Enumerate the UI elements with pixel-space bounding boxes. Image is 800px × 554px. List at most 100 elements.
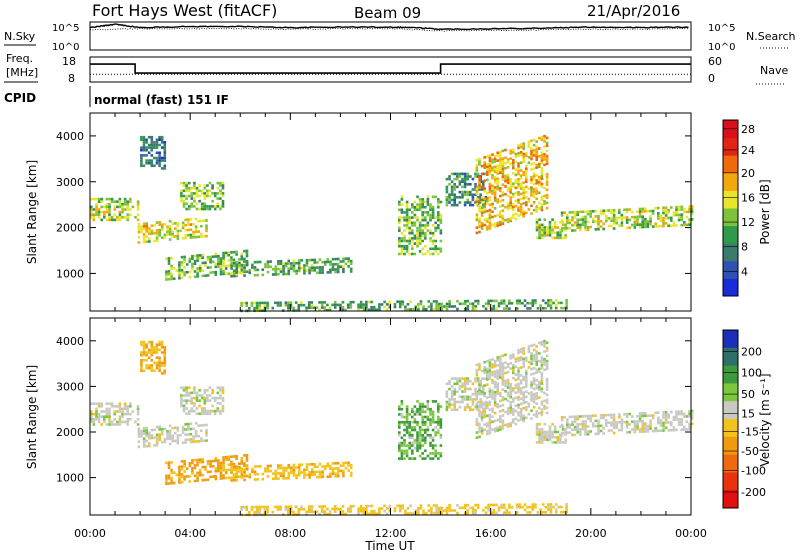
range-cell — [538, 201, 541, 205]
range-cell — [625, 415, 629, 419]
range-cell — [522, 170, 525, 174]
range-cell — [413, 221, 417, 225]
range-cell — [482, 188, 485, 191]
range-cell — [429, 237, 432, 240]
range-cell — [527, 208, 531, 211]
range-cell — [432, 300, 436, 303]
range-cell — [538, 236, 541, 240]
range-cell — [279, 508, 282, 511]
range-cell — [483, 197, 486, 201]
range-cell — [416, 436, 419, 440]
range-cell — [519, 366, 523, 369]
range-cell — [188, 462, 192, 465]
range-cell — [180, 194, 183, 198]
range-cell — [469, 190, 472, 194]
range-cell — [440, 302, 444, 306]
range-cell — [566, 213, 569, 217]
range-cell — [501, 170, 505, 173]
range-cell — [479, 193, 482, 196]
range-cell — [522, 160, 525, 164]
range-cell — [424, 244, 427, 248]
range-cell — [499, 189, 502, 193]
range-cell — [522, 393, 525, 397]
range-cell — [253, 473, 257, 476]
range-cell — [545, 180, 549, 184]
range-cell — [161, 430, 164, 433]
range-cell — [579, 226, 582, 229]
range-cell — [256, 465, 259, 468]
range-cell — [408, 221, 411, 225]
range-cell — [453, 203, 456, 207]
range-cell — [170, 481, 173, 485]
time-tick-label: 04:00 — [174, 527, 206, 540]
range-cell — [142, 238, 146, 241]
range-cell — [320, 505, 324, 508]
range-cell — [690, 422, 694, 426]
range-cell — [205, 434, 208, 437]
range-cell — [508, 307, 511, 310]
range-cell — [475, 190, 479, 193]
range-cell — [548, 430, 552, 434]
range-cell — [486, 191, 489, 195]
range-cell — [566, 426, 569, 429]
range-cell — [525, 408, 528, 412]
range-cell — [145, 426, 148, 430]
range-cell — [140, 340, 143, 344]
range-cell — [437, 418, 440, 421]
range-cell — [628, 423, 631, 426]
range-cell — [491, 381, 494, 385]
range-cell — [211, 192, 214, 195]
range-cell — [512, 413, 515, 416]
range-cell — [519, 197, 523, 201]
range-cell — [512, 203, 515, 206]
range-cell — [493, 207, 497, 210]
range-cell — [383, 504, 386, 508]
range-cell — [521, 506, 524, 509]
range-cell — [184, 433, 187, 436]
range-cell — [530, 178, 533, 182]
range-cell — [336, 472, 340, 475]
range-cell — [227, 455, 231, 459]
range-cell — [418, 229, 422, 232]
range-cell — [145, 141, 148, 144]
range-cell — [181, 221, 185, 224]
range-cell — [549, 505, 553, 509]
range-cell — [545, 362, 549, 365]
range-cell — [380, 303, 384, 306]
range-cell — [508, 511, 511, 514]
range-cell — [150, 436, 154, 440]
range-cell — [413, 439, 417, 442]
range-cell — [129, 402, 132, 405]
range-cell — [646, 220, 650, 223]
range-cell — [463, 408, 467, 412]
range-cell — [347, 461, 350, 465]
range-cell — [418, 446, 422, 450]
range-cell — [344, 512, 347, 516]
colorbar-tick-label: 20 — [741, 167, 755, 180]
range-cell — [480, 416, 484, 419]
range-cell — [475, 169, 479, 172]
range-cell — [158, 356, 161, 359]
range-cell — [466, 395, 469, 399]
range-cell — [559, 231, 562, 234]
range-cell — [398, 426, 401, 429]
range-cell — [532, 377, 536, 380]
range-cell — [180, 255, 184, 259]
range-cell — [213, 192, 217, 195]
range-cell — [475, 203, 479, 206]
range-cell — [405, 213, 409, 217]
range-cell — [160, 364, 164, 367]
range-cell — [646, 222, 650, 226]
range-cell — [424, 218, 427, 222]
range-cell — [305, 473, 309, 477]
range-cell — [540, 135, 544, 139]
range-cell — [418, 237, 422, 240]
range-cell — [416, 449, 419, 453]
range-cell — [413, 441, 417, 445]
range-cell — [504, 382, 507, 385]
range-cell — [176, 436, 180, 440]
range-cell — [535, 363, 538, 366]
range-cell — [243, 473, 246, 476]
range-cell — [461, 190, 464, 194]
range-cell — [483, 428, 486, 432]
